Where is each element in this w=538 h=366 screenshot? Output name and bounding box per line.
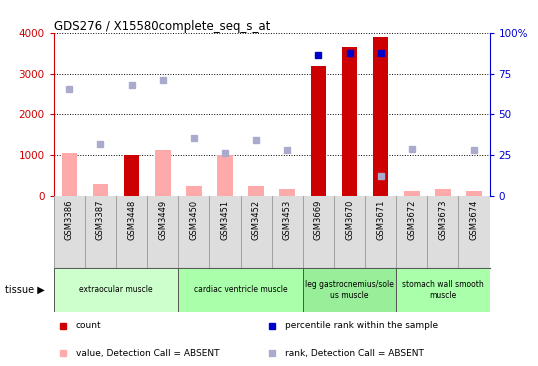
Text: GSM3672: GSM3672 bbox=[407, 199, 416, 240]
Text: GSM3451: GSM3451 bbox=[221, 199, 230, 240]
Text: GSM3450: GSM3450 bbox=[189, 199, 199, 240]
Text: GSM3673: GSM3673 bbox=[438, 199, 448, 240]
Bar bbox=[61, 153, 77, 196]
Bar bbox=[310, 66, 326, 196]
Text: GSM3452: GSM3452 bbox=[252, 199, 260, 240]
Text: GSM3671: GSM3671 bbox=[376, 199, 385, 240]
Bar bbox=[249, 186, 264, 196]
Bar bbox=[404, 191, 420, 196]
Bar bbox=[279, 188, 295, 196]
Bar bbox=[373, 37, 388, 196]
Text: GDS276 / X15580complete_seq_s_at: GDS276 / X15580complete_seq_s_at bbox=[54, 20, 270, 33]
Text: stomach wall smooth
muscle: stomach wall smooth muscle bbox=[402, 280, 484, 300]
Bar bbox=[303, 268, 396, 312]
Text: value, Detection Call = ABSENT: value, Detection Call = ABSENT bbox=[75, 349, 219, 358]
Text: GSM3669: GSM3669 bbox=[314, 199, 323, 240]
Bar bbox=[54, 268, 178, 312]
Bar bbox=[342, 47, 357, 196]
Text: percentile rank within the sample: percentile rank within the sample bbox=[285, 321, 438, 330]
Text: GSM3448: GSM3448 bbox=[127, 199, 136, 240]
Bar bbox=[217, 155, 233, 196]
Text: GSM3386: GSM3386 bbox=[65, 199, 74, 240]
Text: tissue ▶: tissue ▶ bbox=[5, 285, 45, 295]
Text: GSM3449: GSM3449 bbox=[158, 199, 167, 240]
Bar bbox=[124, 155, 139, 196]
Text: GSM3387: GSM3387 bbox=[96, 199, 105, 240]
Bar bbox=[466, 191, 482, 196]
Text: extraocular muscle: extraocular muscle bbox=[79, 285, 153, 294]
Bar bbox=[93, 184, 108, 196]
Bar bbox=[435, 188, 451, 196]
Bar bbox=[186, 186, 202, 196]
Text: GSM3453: GSM3453 bbox=[283, 199, 292, 240]
Text: GSM3670: GSM3670 bbox=[345, 199, 354, 240]
Text: count: count bbox=[75, 321, 101, 330]
Text: GSM3674: GSM3674 bbox=[470, 199, 478, 240]
Text: rank, Detection Call = ABSENT: rank, Detection Call = ABSENT bbox=[285, 349, 423, 358]
Bar bbox=[178, 268, 303, 312]
Bar bbox=[396, 268, 490, 312]
Text: leg gastrocnemius/sole
us muscle: leg gastrocnemius/sole us muscle bbox=[305, 280, 394, 300]
Bar bbox=[155, 150, 171, 196]
Text: cardiac ventricle muscle: cardiac ventricle muscle bbox=[194, 285, 287, 294]
